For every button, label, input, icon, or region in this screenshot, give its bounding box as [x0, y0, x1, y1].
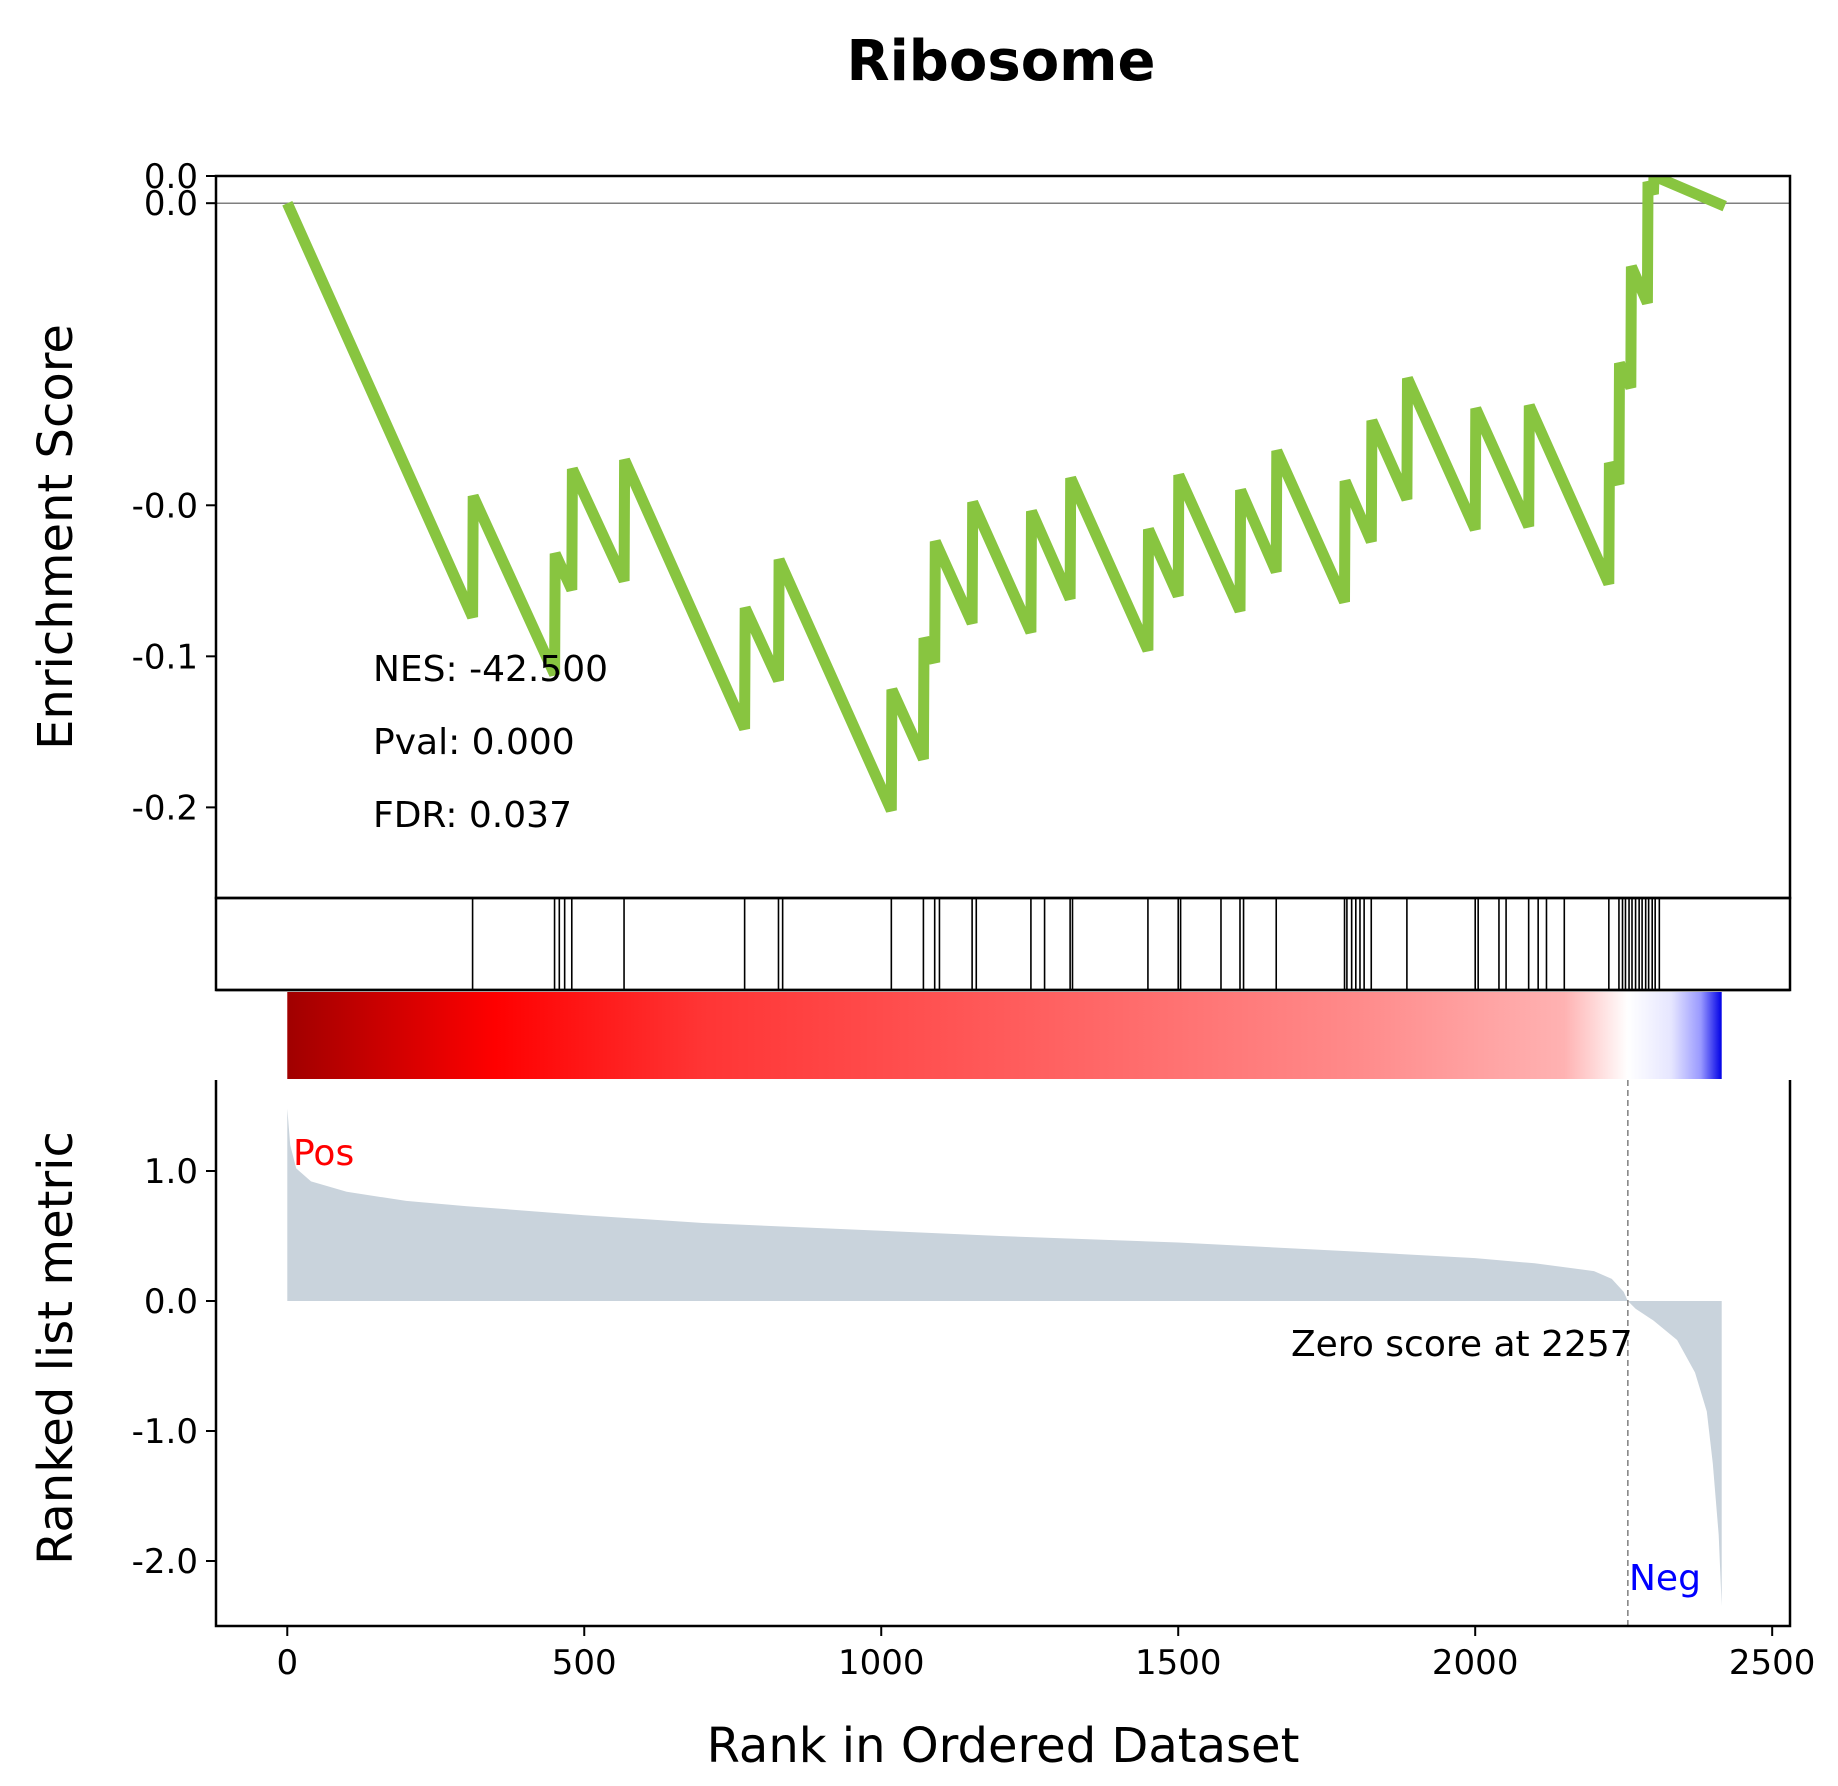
enrichment-y-axis-label: Enrichment Score — [28, 324, 84, 750]
pos-label: Pos — [293, 1133, 354, 1174]
ranked-metric-y-tick-label: 1.0 — [144, 1152, 198, 1192]
ranked-metric-y-tick-label: -1.0 — [132, 1412, 198, 1452]
x-tick-label: 1000 — [838, 1643, 925, 1683]
neg-label: Neg — [1629, 1558, 1701, 1599]
ranked-metric-frame — [214, 988, 1792, 1628]
enrichment-y-tick-label: 0.0 — [144, 184, 198, 224]
x-axis-ticks: 0 500 1000 1500 2000 2500 — [276, 1626, 1815, 1683]
enrichment-y-tick-label: -0.2 — [132, 788, 198, 828]
enrichment-frame — [214, 174, 1792, 900]
rank-heatmap-bar — [287, 992, 1722, 1079]
enrichment-y-tick-label: -0.1 — [132, 637, 198, 677]
enrichment-y-tick-label: -0.0 — [132, 486, 198, 526]
enrichment-panel: 0.00.0 -0.0 -0.1 -0.2 NES: -42.500 Pval: 0.… — [28, 157, 1792, 900]
enrichment-y-ticks: 0.00.0 -0.0 -0.1 -0.2 — [132, 157, 216, 828]
zero-score-label: Zero score at 2257 — [1291, 1324, 1633, 1365]
enrichment-y-tick-label: 0.0 — [144, 157, 198, 197]
ranked-metric-y-tick-label: -2.0 — [132, 1542, 198, 1582]
x-tick-label: 2500 — [1729, 1643, 1816, 1683]
x-tick-label: 2000 — [1432, 1643, 1519, 1683]
nes-annotation: NES: -42.500 — [373, 649, 608, 690]
x-tick-label: 1500 — [1135, 1643, 1222, 1683]
ranked-metric-y-tick-label: 0.0 — [144, 1282, 198, 1322]
chart-title: Ribosome — [846, 29, 1155, 94]
x-tick-label: 500 — [552, 1643, 617, 1683]
ranked-metric-area — [287, 1108, 1722, 1607]
hit-lines — [471, 898, 1661, 990]
ranked-metric-y-axis-label: Ranked list metric — [28, 1131, 84, 1565]
hits-panel — [214, 896, 1792, 992]
hits-frame — [214, 896, 1792, 992]
ranked-metric-y-ticks: 1.0 0.0 -1.0 -2.0 — [132, 1152, 216, 1582]
enrichment-score-line — [282, 176, 1727, 813]
x-tick-label: 0 — [276, 1643, 298, 1683]
ranked-metric-panel: Zero score at 2257 Pos Neg 1.0 0.0 -1.0 -2.… — [28, 988, 1792, 1628]
fdr-annotation: FDR: 0.037 — [373, 795, 572, 836]
x-axis-label: Rank in Ordered Dataset — [707, 1718, 1300, 1774]
pval-annotation: Pval: 0.000 — [373, 722, 575, 763]
